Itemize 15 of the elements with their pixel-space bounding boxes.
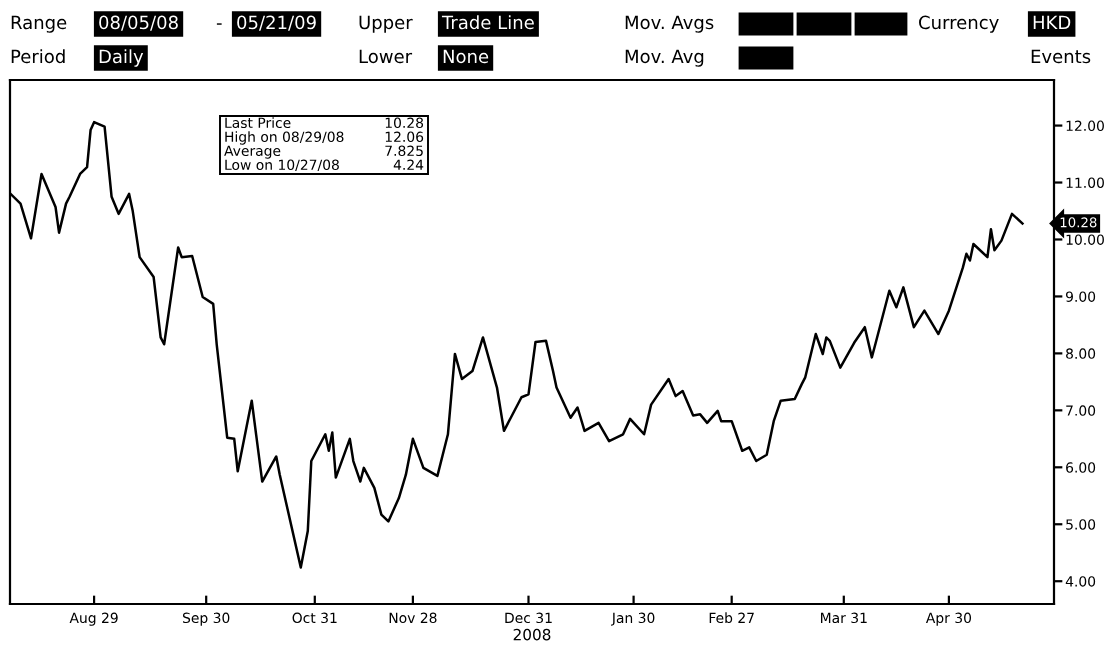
text: Range <box>11 15 67 33</box>
text: Daily <box>99 49 144 67</box>
text: Currency <box>919 15 999 33</box>
text: - <box>216 23 222 25</box>
text: Lower <box>359 49 413 64</box>
text: Mov. Avgs <box>625 15 714 33</box>
text: Period <box>11 49 65 64</box>
text: HKD <box>1033 15 1071 29</box>
text: Events <box>1031 49 1091 64</box>
text: Mov. Avg <box>625 49 704 67</box>
text: 08/05/08 <box>99 15 178 31</box>
text: Upper <box>359 15 413 33</box>
text: None <box>443 49 489 64</box>
text: Trade Line <box>441 15 534 30</box>
text: 05/21/09 <box>237 15 316 31</box>
